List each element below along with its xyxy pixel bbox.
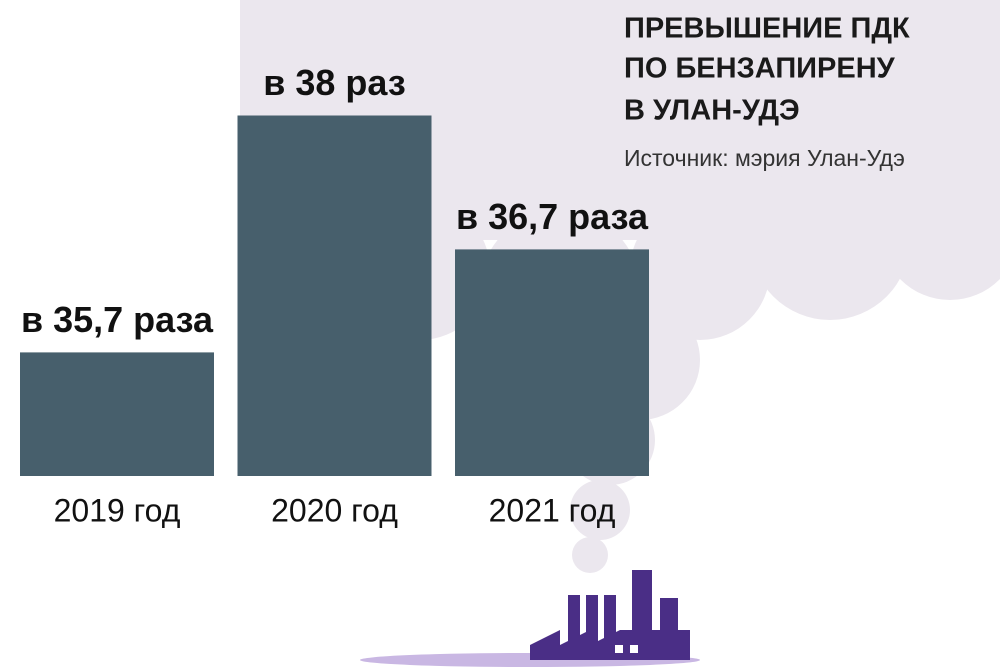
bar bbox=[20, 352, 214, 476]
chart-subtitle: Источник: мэрия Улан-Удэ bbox=[624, 145, 905, 171]
value-label: в 36,7 раза bbox=[456, 196, 649, 237]
bar bbox=[455, 249, 649, 476]
value-label: в 35,7 раза bbox=[21, 299, 214, 340]
x-tick-label: 2021 год bbox=[489, 492, 616, 528]
chart-title: ПО БЕНЗАПИРЕНУ bbox=[624, 53, 896, 85]
value-label: в 38 раз bbox=[263, 62, 406, 103]
x-tick-label: 2019 год bbox=[54, 492, 181, 528]
chart-title: В УЛАН-УДЭ bbox=[624, 95, 800, 127]
x-tick-label: 2020 год bbox=[271, 492, 398, 528]
bar bbox=[237, 115, 432, 476]
factory-icon bbox=[360, 570, 700, 667]
chart-title: ПРЕВЫШЕНИЕ ПДК bbox=[624, 13, 910, 45]
